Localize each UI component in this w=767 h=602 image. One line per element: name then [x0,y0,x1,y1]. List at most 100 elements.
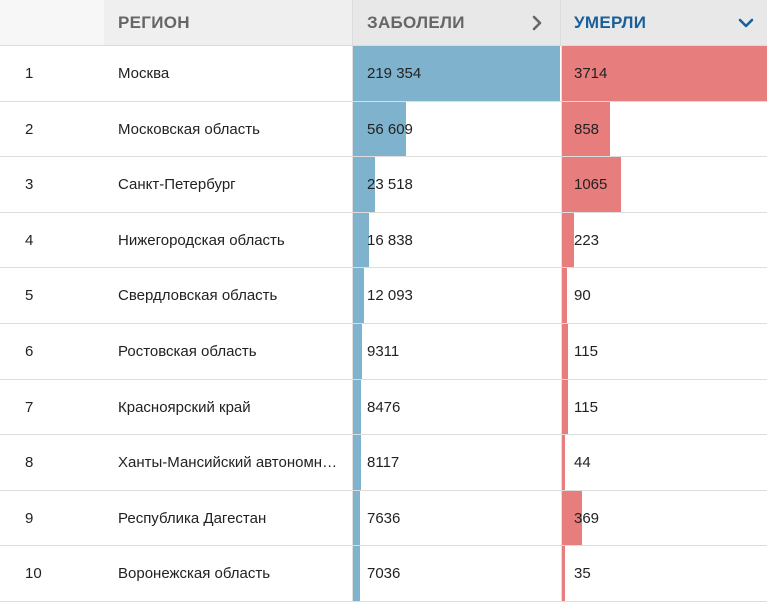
cases-bar [353,212,369,268]
deaths-bar [562,323,568,379]
row-rank: 2 [25,120,34,138]
row-rank: 10 [25,565,42,583]
cases-value: 56 609 [367,120,413,138]
deaths-value: 90 [574,287,591,305]
cases-value: 16 838 [367,231,413,249]
deaths-value: 3714 [574,65,608,82]
deaths-cell: 35 [561,546,767,601]
row-rank: 8 [25,454,34,472]
deaths-cell: 115 [561,379,767,435]
deaths-bar [562,46,767,101]
header-cases-label: ЗАБОЛЕЛИ [367,13,465,32]
table-row[interactable]: 5 Свердловская область 12 093 90 [0,268,767,324]
cases-value: 9311 [367,342,400,360]
deaths-bar [562,379,568,435]
header-cases-sort-button[interactable]: ЗАБОЛЕЛИ [352,0,560,45]
cases-value: 7636 [367,509,401,527]
table-row[interactable]: 6 Ростовская область 9311 115 [0,323,767,380]
deaths-value: 858 [574,120,600,138]
cases-cell: 219 354 [352,46,560,101]
cases-cell: 7036 [352,546,560,601]
row-rank: 3 [25,176,34,194]
deaths-cell: 1065 [561,157,767,212]
row-rank: 5 [25,287,34,305]
cases-cell: 8117 [352,435,560,490]
deaths-bar [562,212,574,268]
header-deaths-label: УМЕРЛИ [574,13,647,32]
row-region: Красноярский край [118,398,251,416]
row-rank: 1 [25,65,34,82]
row-region: Республика Дагестан [118,509,267,527]
deaths-cell: 223 [561,212,767,268]
row-region: Ханты-Мансийский автономный округ [118,454,343,472]
chevron-down-icon [738,18,754,28]
row-region: Воронежская область [118,565,271,583]
table-row[interactable]: 10 Воронежская область 7036 35 [0,546,767,602]
cases-cell: 8476 [352,379,560,435]
row-rank: 4 [25,231,34,249]
cases-value: 7036 [367,565,401,583]
header-deaths-sort-button[interactable]: УМЕРЛИ [560,0,767,45]
deaths-cell: 44 [561,435,767,490]
deaths-bar [562,435,565,490]
table-body: 1 Москва 219 354 3714 2 Московская область 56 … [0,46,767,602]
deaths-value: 115 [574,398,598,416]
chevron-right-icon [532,15,542,31]
cases-cell: 23 518 [352,157,560,212]
deaths-cell: 858 [561,101,767,157]
table-row[interactable]: 4 Нижегородская область 16 838 223 [0,212,767,269]
deaths-value: 35 [574,565,591,583]
deaths-cell: 3714 [561,46,767,101]
table-row[interactable]: 1 Москва 219 354 3714 [0,46,767,102]
cases-value: 8117 [367,454,400,472]
deaths-value: 223 [574,231,600,249]
cases-cell: 56 609 [352,101,560,157]
table-row[interactable]: 8 Ханты-Мансийский автономный округ 8117 44 [0,435,767,491]
cases-bar [353,323,362,379]
table-row[interactable]: 3 Санкт-Петербург 23 518 1065 [0,157,767,213]
table-row[interactable]: 2 Московская область 56 609 858 [0,101,767,158]
table-row[interactable]: 9 Республика Дагестан 7636 369 [0,490,767,547]
row-region: Нижегородская область [118,231,285,249]
deaths-bar [562,157,621,212]
deaths-value: 115 [574,342,598,360]
deaths-value: 44 [574,454,591,472]
row-region: Москва [118,65,170,82]
header-region[interactable]: РЕГИОН [104,0,352,45]
deaths-bar [562,101,610,157]
deaths-cell: 90 [561,268,767,323]
header-rank-cell [0,0,104,45]
cases-value: 219 354 [367,65,422,82]
row-rank: 7 [25,398,34,416]
cases-bar [353,46,560,101]
cases-bar [353,101,406,157]
cases-bar [353,546,360,601]
row-rank: 9 [25,509,34,527]
deaths-cell: 115 [561,323,767,379]
row-region: Московская область [118,120,260,138]
row-region: Свердловская область [118,287,278,305]
deaths-bar [562,268,567,323]
cases-value: 23 518 [367,176,413,194]
cases-cell: 7636 [352,490,560,546]
deaths-bar [562,490,582,546]
cases-cell: 12 093 [352,268,560,323]
row-region: Санкт-Петербург [118,176,236,194]
cases-bar [353,268,364,323]
cases-value: 12 093 [367,287,413,305]
deaths-value: 369 [574,509,600,527]
cases-bar [353,157,375,212]
cases-cell: 9311 [352,323,560,379]
cases-bar [353,435,361,490]
deaths-value: 1065 [574,176,608,194]
table-header: РЕГИОН ЗАБОЛЕЛИ УМЕРЛИ [0,0,767,46]
table-row[interactable]: 7 Красноярский край 8476 115 [0,379,767,436]
row-region: Ростовская область [118,342,257,360]
deaths-cell: 369 [561,490,767,546]
cases-bar [353,379,361,435]
row-rank: 6 [25,342,34,360]
cases-cell: 16 838 [352,212,560,268]
cases-bar [353,490,360,546]
deaths-bar [562,546,565,601]
